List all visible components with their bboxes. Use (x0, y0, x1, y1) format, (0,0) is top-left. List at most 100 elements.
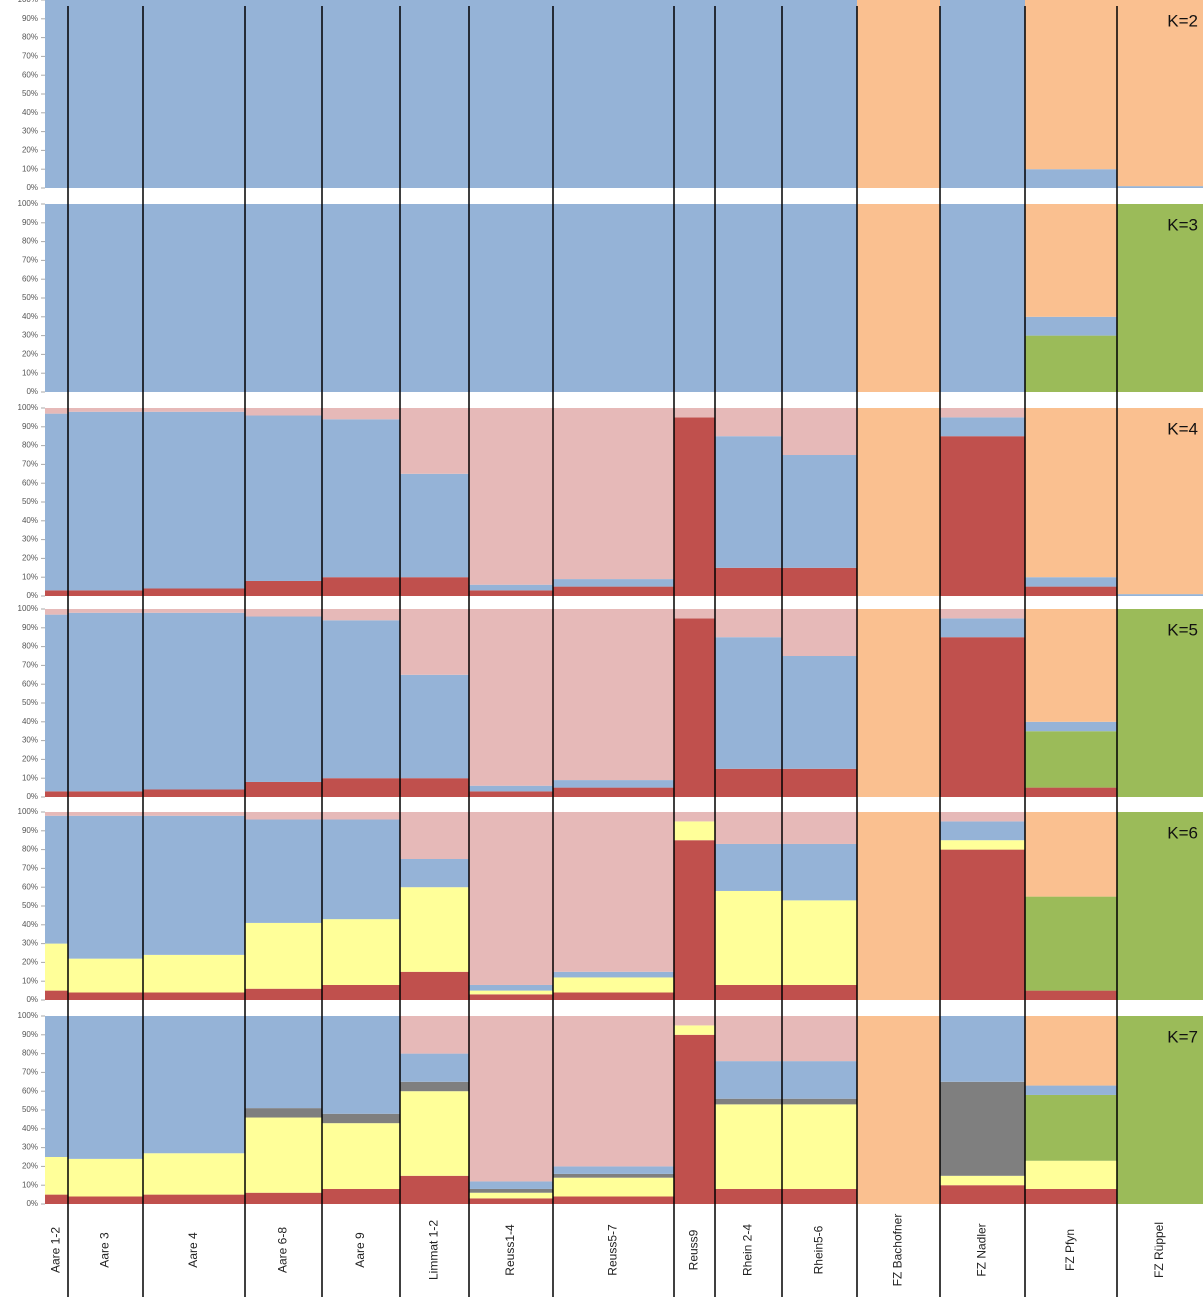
bar-segment (857, 1016, 940, 1204)
bar-segment (782, 609, 857, 656)
bar-segment (245, 988, 322, 1000)
bar-segment (553, 1166, 674, 1174)
bar-segment (940, 812, 1025, 822)
bar-segment (469, 812, 553, 985)
bar-segment (1025, 1085, 1117, 1095)
bar-segment (715, 812, 782, 844)
bar-segment (322, 1113, 400, 1124)
x-tick-label: Aare 9 (353, 1232, 367, 1268)
bar-segment (245, 1016, 322, 1109)
y-tick-label: 20% (22, 554, 38, 563)
bar-segment (1025, 1188, 1117, 1204)
y-tick-label: 20% (22, 146, 38, 155)
y-tick-label: 90% (22, 623, 38, 632)
bar-segment (940, 0, 1025, 188)
y-tick-label: 90% (22, 14, 38, 23)
bar-segment (1025, 896, 1117, 991)
bar-segment (782, 1098, 857, 1105)
panel-title: K=7 (1167, 1027, 1198, 1046)
y-tick-label: 30% (22, 736, 38, 745)
bar-segment (469, 1198, 553, 1204)
y-tick-label: 20% (22, 350, 38, 359)
y-tick-label: 20% (22, 1162, 38, 1171)
bar-segment (143, 1016, 245, 1154)
bar-segment (940, 821, 1025, 841)
bar-segment (782, 900, 857, 985)
y-tick-label: 60% (22, 1086, 38, 1095)
bar-segment (940, 204, 1025, 392)
y-tick-label: 20% (22, 958, 38, 967)
bar-segment (400, 1053, 469, 1082)
bar-segment (45, 609, 68, 615)
bar-segment (553, 579, 674, 587)
bar-segment (322, 419, 400, 578)
x-tick-label: Aare 1-2 (49, 1227, 63, 1273)
bar-segment (1025, 609, 1117, 722)
bar-segment (143, 612, 245, 790)
bar-segment (782, 204, 857, 392)
bar-segment (400, 1175, 469, 1204)
y-tick-label: 20% (22, 755, 38, 764)
bar-segment (857, 0, 940, 188)
y-tick-label: 80% (22, 642, 38, 651)
bar-segment (469, 1016, 553, 1182)
bar-segment (68, 411, 143, 591)
bar-segment (400, 473, 469, 578)
bar-segment (1025, 408, 1117, 578)
bar-segment (45, 812, 68, 816)
y-tick-label: 10% (22, 164, 38, 173)
bar-segment (1025, 1016, 1117, 1086)
bar-segment (715, 984, 782, 1000)
bar-segment (45, 614, 68, 792)
bar-segment (1117, 812, 1203, 1000)
bar-segment (322, 1016, 400, 1114)
x-tick-label: FZ Bachofner (891, 1214, 905, 1287)
bar-segment (1117, 609, 1203, 797)
bar-segment (782, 656, 857, 769)
bar-segment (940, 408, 1025, 418)
bar-segment (553, 787, 674, 797)
bar-segment (400, 1081, 469, 1092)
bar-segment (245, 922, 322, 989)
bar-segment (715, 408, 782, 437)
y-tick-label: 80% (22, 845, 38, 854)
bar-segment (782, 768, 857, 797)
bar-segment (553, 971, 674, 978)
y-tick-label: 100% (18, 1011, 38, 1020)
bar-segment (1025, 204, 1117, 317)
y-tick-label: 90% (22, 826, 38, 835)
y-tick-label: 100% (18, 807, 38, 816)
bar-segment (45, 408, 68, 414)
x-tick-label: Reuss1-4 (503, 1224, 517, 1276)
y-tick-label: 0% (26, 387, 38, 396)
bar-segment (400, 1091, 469, 1176)
bar-segment (1117, 186, 1203, 188)
bar-segment (1117, 1016, 1203, 1204)
panel-title: K=6 (1167, 823, 1198, 842)
bar-segment (400, 859, 469, 888)
bar-segment (715, 1061, 782, 1099)
x-tick-label: Aare 4 (186, 1232, 200, 1268)
bar-segment (68, 815, 143, 959)
y-tick-label: 40% (22, 920, 38, 929)
bar-segment (400, 971, 469, 1000)
bar-segment (245, 616, 322, 782)
bar-segment (322, 609, 400, 621)
bar-segment (782, 408, 857, 455)
bar-segment (1025, 721, 1117, 732)
bar-segment (469, 791, 553, 797)
x-tick-label: Reuss9 (687, 1229, 701, 1270)
bar-segment (940, 436, 1025, 596)
bar-segment (674, 840, 715, 1000)
bar-segment (68, 992, 143, 1000)
bar-segment (1025, 731, 1117, 788)
bar-segment (143, 609, 245, 613)
bar-segment (553, 609, 674, 781)
bar-segment (674, 204, 715, 392)
y-tick-label: 50% (22, 497, 38, 506)
y-tick-label: 10% (22, 773, 38, 782)
bar-segment (553, 1196, 674, 1204)
bar-segment (68, 1196, 143, 1204)
bar-segment (400, 408, 469, 474)
